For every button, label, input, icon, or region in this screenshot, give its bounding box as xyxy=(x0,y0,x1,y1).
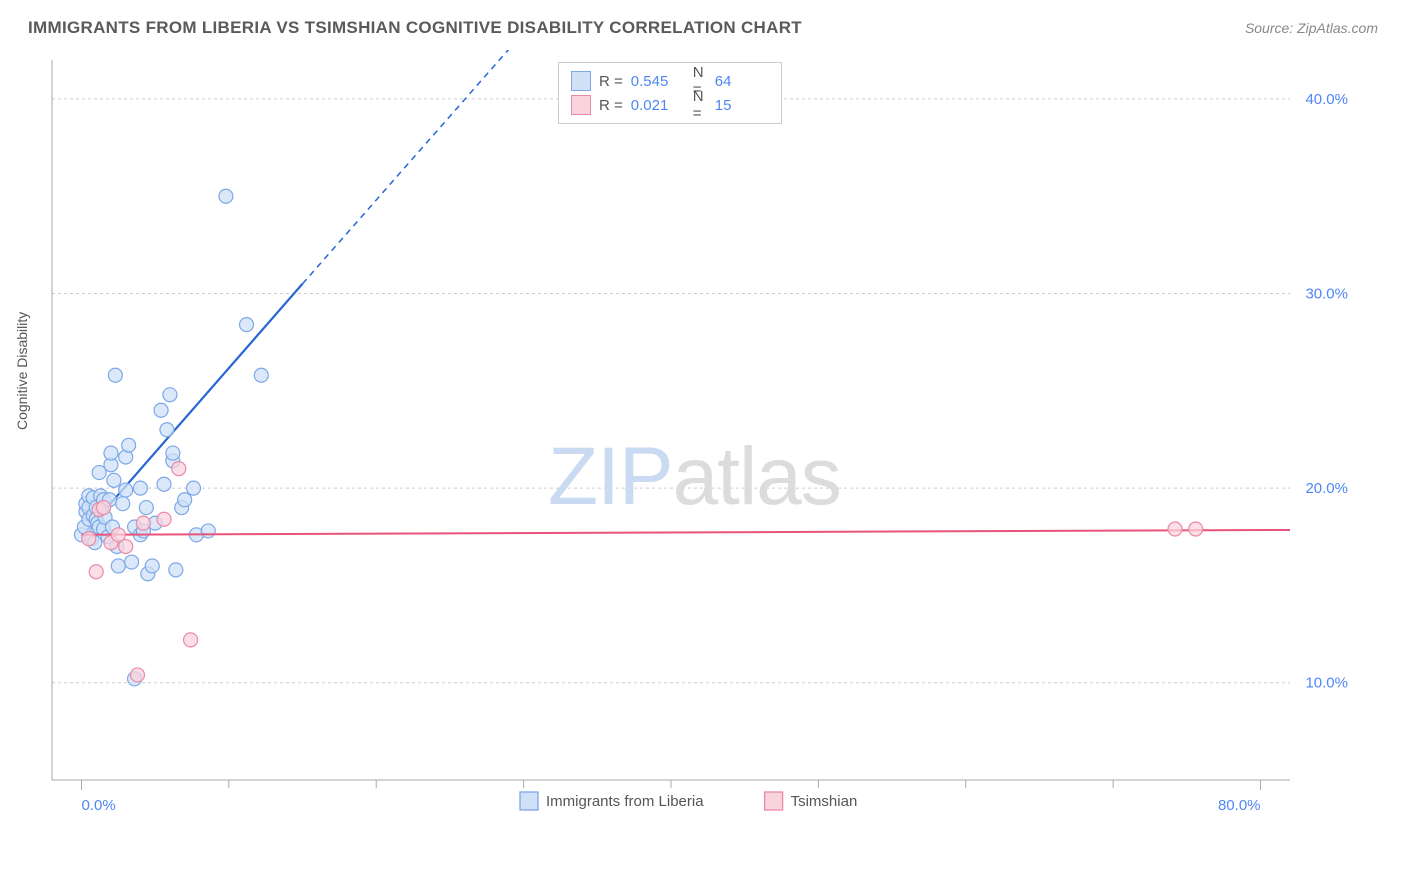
chart-source: Source: ZipAtlas.com xyxy=(1245,20,1378,36)
chart-title: IMMIGRANTS FROM LIBERIA VS TSIMSHIAN COG… xyxy=(28,18,802,38)
data-point-tsimshian xyxy=(172,462,186,476)
data-point-liberia xyxy=(254,368,268,382)
legend-label: Tsimshian xyxy=(791,793,858,810)
data-point-liberia xyxy=(116,497,130,511)
plot-area: ZIPatlas 10.0%20.0%30.0%40.0%0.0%80.0%Im… xyxy=(48,50,1358,822)
data-point-tsimshian xyxy=(1189,522,1203,536)
scatter-chart: 10.0% 20.0% 30.0% 40.0% 0.0% 80.0% Immigrants … xyxy=(48,50,1358,822)
legend-swatch xyxy=(765,792,783,810)
legend-swatch xyxy=(571,95,591,115)
data-point-liberia xyxy=(104,446,118,460)
y-tick-label: 40.0% xyxy=(1305,91,1348,108)
correlation-legend-row: R =0.545N =64 xyxy=(571,69,769,93)
data-point-tsimshian xyxy=(157,512,171,526)
data-point-liberia xyxy=(169,563,183,577)
data-point-liberia xyxy=(133,481,147,495)
x-tick-label: 80.0% xyxy=(1218,797,1261,814)
data-point-tsimshian xyxy=(82,532,96,546)
data-point-liberia xyxy=(154,403,168,417)
y-tick-label: 10.0% xyxy=(1305,675,1348,692)
data-point-liberia xyxy=(163,388,177,402)
data-point-liberia xyxy=(107,473,121,487)
data-point-tsimshian xyxy=(119,539,133,553)
data-point-liberia xyxy=(125,555,139,569)
series-legend: Immigrants from Liberia Tsimshian xyxy=(520,792,857,810)
data-point-liberia xyxy=(139,501,153,515)
legend-swatch xyxy=(520,792,538,810)
data-point-liberia xyxy=(145,559,159,573)
data-point-liberia xyxy=(111,559,125,573)
legend-label: Immigrants from Liberia xyxy=(546,793,704,810)
data-point-tsimshian xyxy=(97,501,111,515)
legend-swatch xyxy=(571,71,591,91)
x-tick-label: 0.0% xyxy=(81,797,115,814)
correlation-legend: R =0.545N =64R =0.021N =15 xyxy=(558,62,782,124)
data-point-liberia xyxy=(240,318,254,332)
y-axis-title: Cognitive Disability xyxy=(14,312,30,430)
data-point-liberia xyxy=(166,446,180,460)
data-point-liberia xyxy=(122,438,136,452)
trend-line-liberia-ext xyxy=(303,50,568,284)
data-point-liberia xyxy=(201,524,215,538)
data-point-liberia xyxy=(178,493,192,507)
y-tick-label: 20.0% xyxy=(1305,480,1348,497)
data-point-liberia xyxy=(119,483,133,497)
correlation-legend-row: R =0.021N =15 xyxy=(571,93,769,117)
data-point-liberia xyxy=(157,477,171,491)
data-point-tsimshian xyxy=(89,565,103,579)
data-point-liberia xyxy=(186,481,200,495)
data-point-tsimshian xyxy=(184,633,198,647)
data-point-liberia xyxy=(160,423,174,437)
data-point-liberia xyxy=(219,189,233,203)
trend-line-tsimshian xyxy=(81,530,1290,535)
chart-header: IMMIGRANTS FROM LIBERIA VS TSIMSHIAN COG… xyxy=(28,18,1378,38)
data-point-tsimshian xyxy=(1168,522,1182,536)
data-point-tsimshian xyxy=(136,516,150,530)
data-point-liberia xyxy=(108,368,122,382)
y-tick-label: 30.0% xyxy=(1305,286,1348,303)
data-point-tsimshian xyxy=(130,668,144,682)
